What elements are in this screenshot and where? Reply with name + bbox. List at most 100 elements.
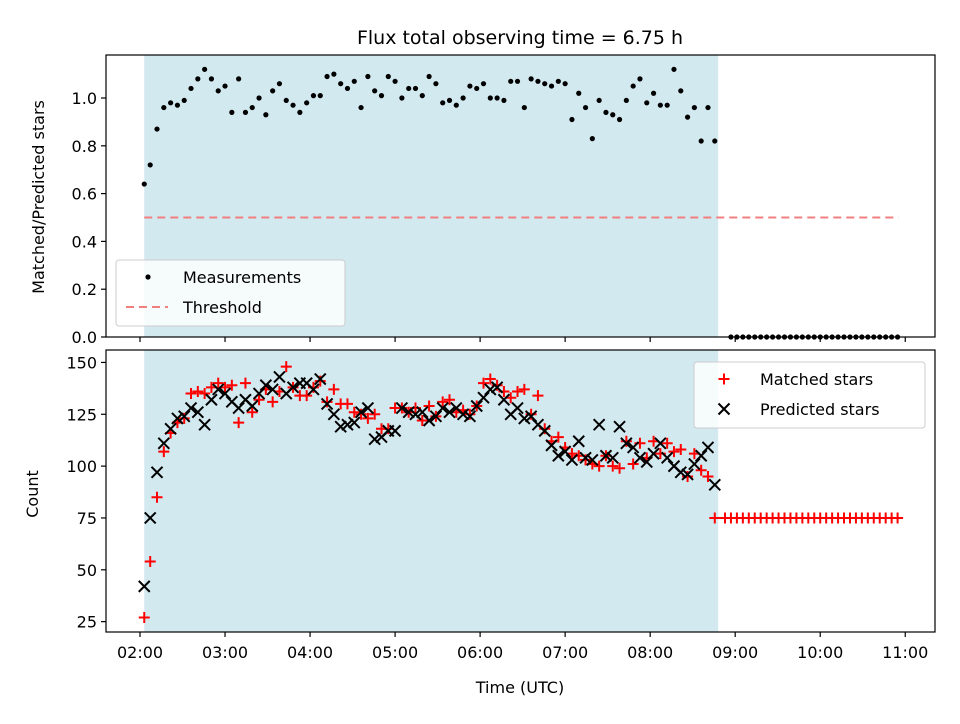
matched-star-point [362,412,374,424]
measurement-point [229,109,235,115]
predicted-star-point [246,399,259,413]
predicted-star-point [171,412,184,425]
measurement-point [249,104,255,111]
matched-star-point [580,454,592,466]
measurement-point [508,78,514,84]
measurement-point [406,85,412,92]
predicted-star-point [660,451,674,465]
predicted-star-point [708,478,721,491]
predicted-star-point [497,393,511,406]
predicted-star-point [138,580,151,593]
measurement-point [684,114,691,120]
measurement-point [181,97,187,104]
y-tick-label: 150 [66,353,97,372]
matched-star-point [328,383,340,395]
matched-star-point [607,460,619,472]
x-tick-label: 11:00 [882,643,928,662]
measurement-point [310,93,317,99]
matched-star-point [355,408,367,420]
measurement-point [290,102,296,108]
predicted-star-point [545,439,558,452]
predicted-star-point [681,468,694,481]
predicted-star-point [579,451,592,465]
measurement-point [161,104,167,111]
matched-star-point [484,373,496,385]
measurement-point [419,93,425,99]
predicted-star-point [307,383,320,396]
predicted-star-point [232,401,245,415]
measurement-point [351,78,357,84]
chart-title: Flux total observing time = 6.75 h [357,27,683,49]
measurement-point [535,78,541,84]
measurement-point [242,109,249,115]
measurement-point [344,85,351,92]
matched-star-point [668,446,680,458]
predicted-star-point [640,455,653,469]
measurement-point [494,95,500,101]
matched-star-point [478,377,490,389]
measurement-point [263,112,269,118]
matched-star-point [593,460,605,472]
matched-star-point [369,408,381,420]
predicted-star-point [348,416,361,429]
matched-star-point [226,379,238,391]
measurement-point [433,81,439,87]
predicted-star-point [341,418,354,431]
measurement-point [467,83,473,89]
measurement-point [256,95,262,101]
measurement-point [616,116,623,123]
matched-star-point [199,388,211,400]
axes-frame [105,54,936,338]
measurement-point [487,95,493,101]
predicted-star-point [286,381,300,394]
matched-star-point [620,435,632,447]
matched-star-point [416,415,428,426]
predicted-star-point [572,435,585,448]
measurement-point [657,102,663,108]
x-axis-label: Time (UTC) [475,678,564,697]
count-panel: 02:00 03:00 04:00 05:00 06:00 07:00 08:00 09:00… [66,349,936,662]
legend: Measurements Threshold [115,259,346,327]
predicted-star-point [443,405,456,419]
measurement-point [338,81,344,87]
measurement-point [188,85,194,92]
predicted-star-point [422,414,436,427]
measurement-point [705,104,711,111]
predicted-star-point [368,432,381,446]
measurement-point [324,73,330,80]
predicted-star-point [463,410,477,423]
matched-star-point [233,417,245,429]
predicted-star-point [613,420,626,433]
matched-star-point [702,470,714,482]
matched-star-point [185,388,197,400]
x-tick-label: 04:00 [287,643,333,662]
predicted-star-point [157,437,171,450]
matched-star-point [423,400,435,412]
predicted-star-point [409,408,422,421]
predicted-star-point [552,449,565,462]
predicted-star-point [218,387,232,400]
measurement-point [664,102,670,108]
measurement-point [542,81,548,87]
matched-star-point [212,377,224,389]
matched-star-point [280,361,292,373]
x-tick-label: 10:00 [797,643,843,662]
measurement-point [358,104,364,111]
measurement-point [426,73,432,80]
predicted-star-point [212,383,225,396]
predicted-star-point [334,420,347,433]
matched-star-point [709,512,721,524]
predicted-star-point [558,445,572,458]
matched-star-point [192,385,204,397]
x-tick-label: 09:00 [712,643,758,662]
predicted-star-point [654,437,667,450]
legend-label-measurements: Measurements [183,268,301,287]
predicted-star-point [647,447,660,460]
measurement-point [331,71,337,77]
predicted-star-point [490,381,504,394]
measurement-point [678,88,684,94]
measurement-point [236,76,242,82]
predicted-star-point [620,437,633,450]
predicted-star-point [701,441,715,454]
matched-star-point [178,412,190,424]
